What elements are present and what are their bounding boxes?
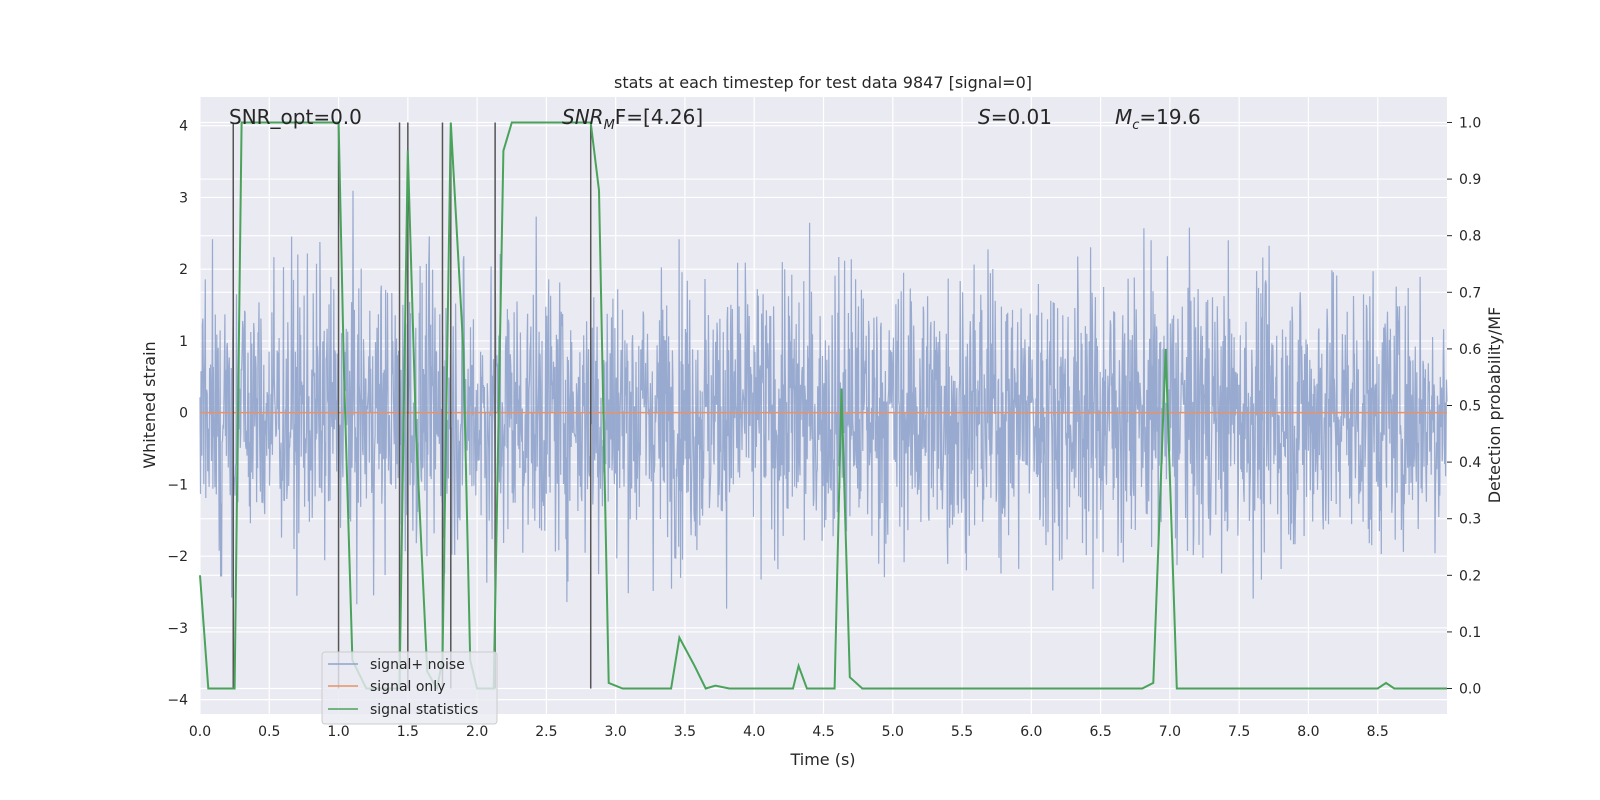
annotation-snr-opt: SNR_opt=0.0 (229, 105, 362, 129)
annotation-snr-mf-subscript: M (604, 118, 615, 133)
x-axis-label: Time (s) (789, 750, 855, 769)
legend-label-signal-statistics: signal statistics (370, 702, 478, 718)
x-tick-labels: 0.0 0.5 1.0 1.5 2.0 2.5 3.0 3.5 4.0 4.5 5.0 5.5 6.0 6… (189, 724, 1389, 740)
legend-label-signal-only: signal only (370, 679, 445, 695)
x-tick-label: 7.5 (1228, 724, 1250, 740)
x-tick-label: 0.5 (258, 724, 280, 740)
y-right-tick-label: 0.0 (1459, 682, 1481, 698)
annotation-s: S=0.01 (978, 105, 1052, 129)
y-right-tick-label: 0.9 (1459, 172, 1481, 188)
y-right-axis-label: Detection probability/MF (1485, 307, 1504, 504)
x-tick-label: 0.0 (189, 724, 211, 740)
y-tick-label: 1 (179, 334, 188, 350)
x-tick-label: 6.0 (1020, 724, 1042, 740)
vertical-markers (232, 122, 592, 689)
y-right-tick-labels: 1.0 0.9 0.8 0.7 0.6 0.5 0.4 0.3 0.2 0.1 0.0 (1459, 115, 1481, 697)
y-right-tick-label: 0.6 (1459, 342, 1481, 358)
x-tick-label: 7.0 (1159, 724, 1181, 740)
y-tick-label: −4 (167, 693, 188, 709)
annotation-s-value: =0.01 (991, 105, 1052, 129)
x-tick-label: 2.5 (535, 724, 557, 740)
y-right-tick-label: 0.2 (1459, 568, 1481, 584)
chart-title: stats at each timestep for test data 984… (614, 73, 1032, 92)
annotation-snr-mf-symbol: SNR (562, 105, 604, 129)
annotation-mc-symbol: M (1115, 105, 1132, 129)
legend-frame (321, 651, 498, 725)
legend: signal+ noise signal only signal statist… (321, 651, 498, 725)
y-tick-label: −2 (167, 549, 188, 565)
x-tick-label: 8.5 (1367, 724, 1389, 740)
x-tick-label: 6.5 (1089, 724, 1111, 740)
annotation-snr-mf: SNRMF=[4.26] (562, 105, 703, 133)
y-tick-labels: 4 3 2 1 0 −1 −2 −3 −4 (167, 119, 188, 709)
y-right-tick-label: 0.8 (1459, 229, 1481, 245)
y-right-tick-label: 0.1 (1459, 625, 1481, 641)
x-tick-label: 4.0 (743, 724, 765, 740)
x-tick-label: 3.0 (605, 724, 627, 740)
x-tick-label: 1.0 (327, 724, 349, 740)
annotation-s-symbol: S (978, 105, 991, 129)
y-tick-label: 2 (179, 262, 188, 278)
x-tick-label: 3.5 (674, 724, 696, 740)
annotation-mc-value: =19.6 (1139, 105, 1200, 129)
annotation-mc: Mc=19.6 (1115, 105, 1201, 133)
y-right-tick-label: 0.7 (1459, 285, 1481, 301)
y-right-tick-label: 1.0 (1459, 115, 1481, 131)
y-axis-label: Whitened strain (140, 341, 159, 468)
series-signal-statistics-line (199, 121, 1447, 692)
annotation-mc-subscript: c (1132, 118, 1139, 133)
y-tick-label: 4 (179, 119, 188, 135)
x-tick-label: 1.5 (397, 724, 419, 740)
y-right-tick-label: 0.3 (1459, 512, 1481, 528)
y-tick-label: 3 (179, 190, 188, 206)
y-tick-label: −1 (167, 477, 188, 493)
y-right-tick-label: 0.4 (1459, 455, 1481, 471)
y-tick-label: −3 (167, 621, 188, 637)
x-tick-label: 2.0 (466, 724, 488, 740)
y-tick-label: 0 (179, 406, 188, 422)
y-right-tick-label: 0.5 (1459, 399, 1481, 415)
x-tick-label: 5.0 (882, 724, 904, 740)
x-tick-label: 5.5 (951, 724, 973, 740)
x-tick-label: 4.5 (812, 724, 834, 740)
legend-label-signal-plus-noise: signal+ noise (370, 657, 465, 673)
annotation-snr-mf-value: F=[4.26] (615, 105, 703, 129)
x-tick-label: 8.0 (1297, 724, 1319, 740)
